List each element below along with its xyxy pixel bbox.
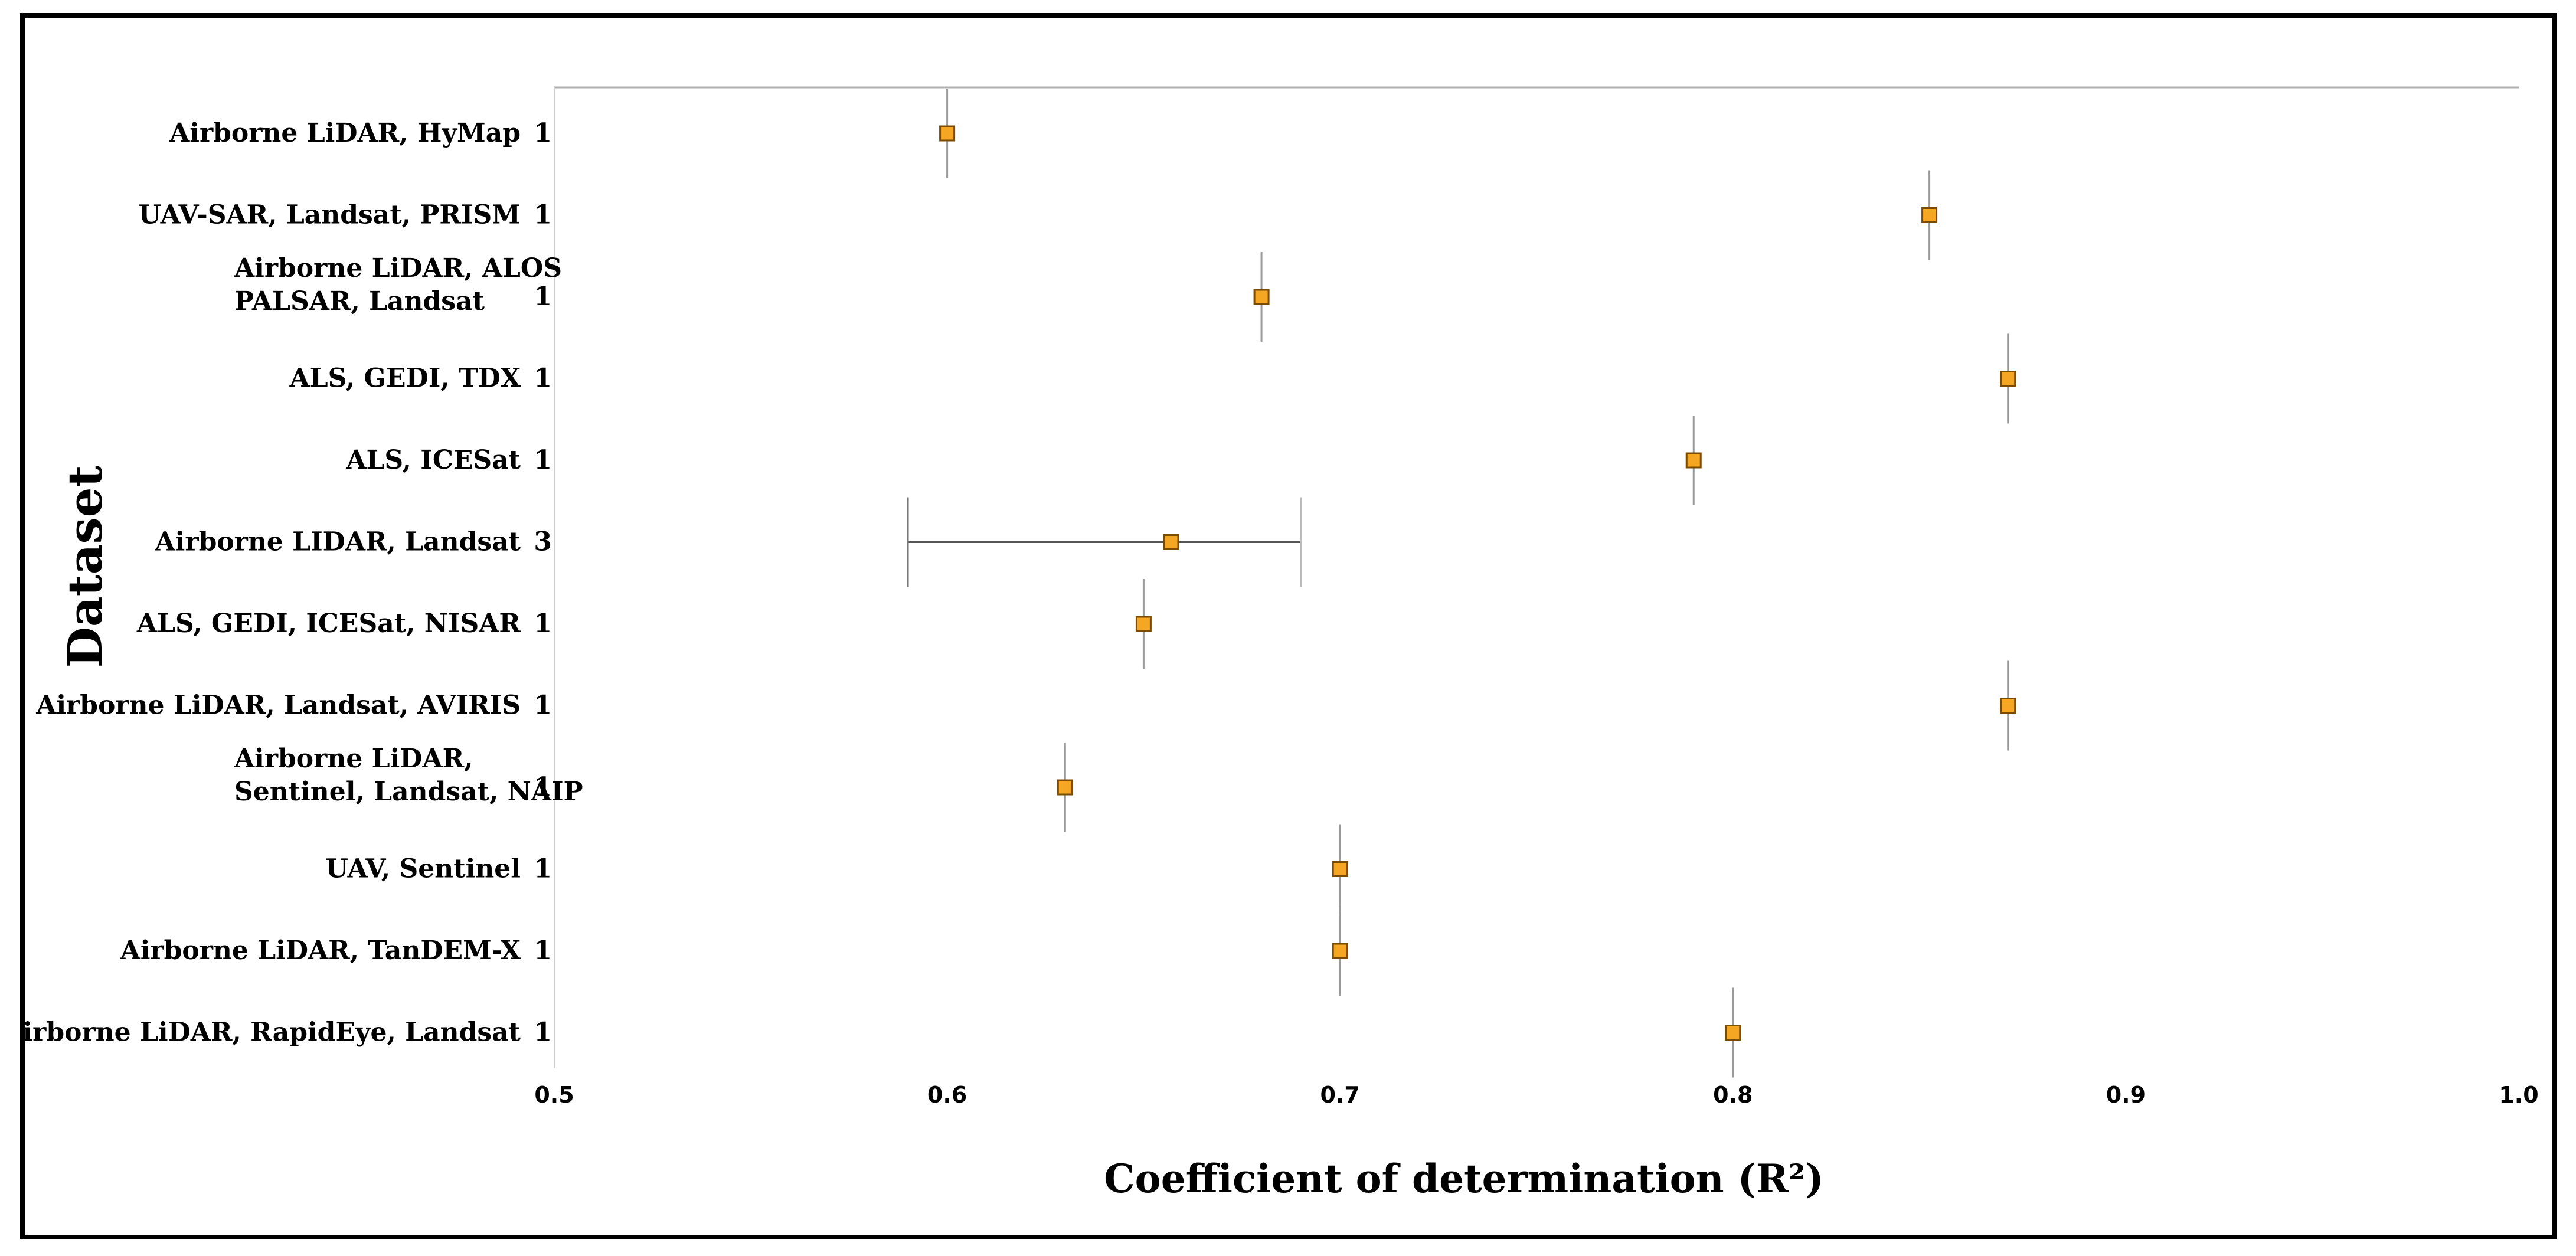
estimate-marker — [2000, 698, 2016, 714]
row-label: Airborne LiDAR, Landsat, AVIRIS — [35, 691, 521, 721]
x-tick-label: 0.5 — [534, 1082, 574, 1108]
row-label: ALS, ICESat — [345, 445, 521, 475]
row-label: ALS, GEDI, TDX — [289, 364, 521, 394]
row-count: 1 — [534, 282, 552, 312]
row-count: 1 — [534, 1018, 552, 1048]
data-row: ALS, ICESat 1 — [345, 416, 1702, 505]
row-label: UAV, Sentinel — [325, 854, 521, 884]
row-label: Airborne LiDAR, RapidEye, Landsat — [25, 1018, 521, 1048]
estimate-marker — [1332, 861, 1348, 877]
data-row: ALS, GEDI, ICESat, NISAR 1 — [136, 579, 1152, 669]
estimate-marker — [1135, 616, 1152, 632]
x-tick-label: 0.7 — [1320, 1082, 1360, 1108]
data-row: ALS, GEDI, TDX 1 — [289, 333, 2016, 424]
plot-axes — [554, 86, 2519, 1068]
x-axis-ticks: 0.5 0.6 0.7 0.8 0.9 1.0 — [534, 1082, 2538, 1108]
row-count: 1 — [534, 936, 552, 966]
estimate-marker — [1253, 289, 1270, 305]
data-row: Airborne LiDAR, HyMap 1 — [169, 89, 956, 178]
estimate-marker — [2000, 371, 2016, 387]
row-label: ALS, GEDI, ICESat, NISAR — [136, 609, 521, 639]
estimate-marker — [1725, 1025, 1741, 1041]
x-tick-label: 0.8 — [1713, 1082, 1753, 1108]
x-axis-label: Coefficient of determination (R²) — [1104, 1156, 1824, 1202]
row-label: Sentinel, Landsat, NAIP — [234, 777, 583, 807]
row-count: 1 — [534, 445, 552, 475]
row-count: 1 — [534, 772, 552, 802]
estimate-marker — [1685, 452, 1702, 469]
estimate-marker — [939, 125, 956, 142]
estimate-marker — [1057, 779, 1073, 796]
data-row: UAV, Sentinel 1 — [325, 824, 1348, 914]
data-row: Airborne LiDAR, RapidEye, Landsat 1 — [25, 987, 1741, 1078]
figure-frame: Airborne LiDAR, HyMap 1 UAV-SAR, Landsat, … — [20, 13, 2557, 1239]
data-row: Airborne LIDAR, Landsat 3 — [155, 497, 1302, 587]
estimate-marker — [1332, 943, 1348, 959]
row-label: Airborne LiDAR, ALOS — [234, 253, 562, 283]
row-count: 1 — [534, 200, 552, 230]
row-label: Airborne LiDAR, TanDEM-X — [120, 936, 521, 966]
row-label: PALSAR, Landsat — [234, 286, 485, 316]
y-axis-label: Dataset — [57, 466, 113, 668]
row-label: Airborne LiDAR, — [234, 744, 473, 774]
row-label: Airborne LIDAR, Landsat — [155, 527, 521, 557]
row-count: 1 — [534, 118, 552, 148]
estimate-marker — [1921, 207, 1938, 223]
row-label: UAV-SAR, Landsat, PRISM — [139, 200, 521, 230]
estimate-marker — [1163, 534, 1179, 550]
x-tick-label: 0.6 — [927, 1082, 967, 1108]
data-row: Airborne LiDAR, TanDEM-X 1 — [120, 906, 1348, 996]
row-count: 1 — [534, 609, 552, 639]
data-row: Airborne LiDAR, Landsat, AVIRIS 1 — [35, 660, 2016, 751]
row-count: 1 — [534, 691, 552, 721]
data-row: UAV-SAR, Landsat, PRISM 1 — [139, 170, 1938, 260]
row-count: 3 — [534, 527, 552, 557]
x-tick-label: 1.0 — [2499, 1082, 2538, 1108]
row-label: Airborne LiDAR, HyMap — [169, 118, 521, 148]
row-count: 1 — [534, 854, 552, 884]
x-tick-label: 0.9 — [2106, 1082, 2146, 1108]
row-count: 1 — [534, 364, 552, 394]
